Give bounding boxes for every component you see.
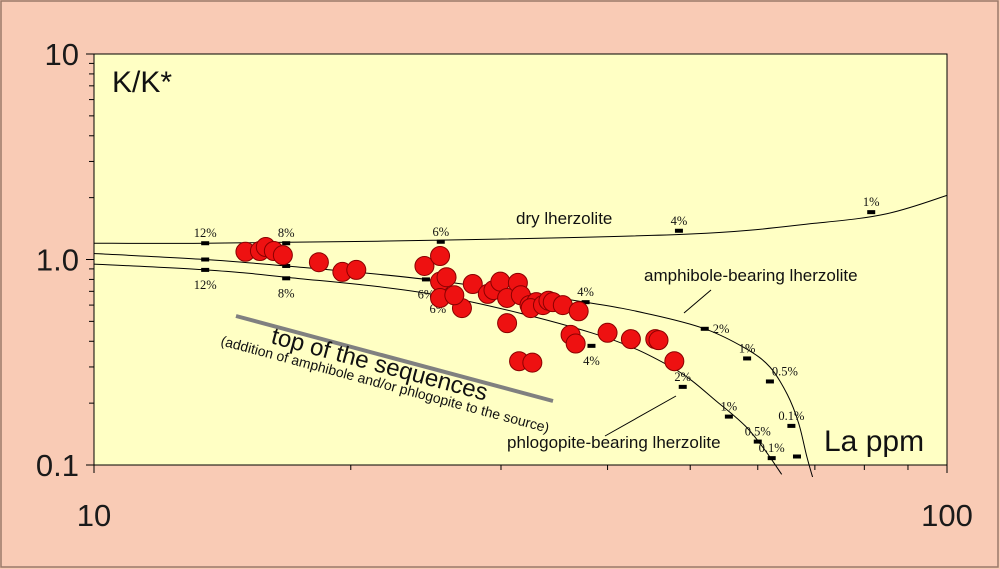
curve-marker — [587, 343, 596, 348]
plot-area — [93, 53, 948, 466]
data-point — [664, 351, 685, 372]
curve-marker — [787, 423, 796, 428]
curve-marker — [867, 210, 876, 215]
melt-fraction-label: 4% — [671, 214, 688, 228]
melt-fraction-label: 1% — [721, 400, 738, 414]
amphibole-lherzolite-label: amphibole-bearing lherzolite — [644, 266, 858, 285]
melt-fraction-label: 8% — [278, 226, 295, 240]
y-tick-label: 1.0 — [36, 243, 79, 278]
data-point — [597, 322, 618, 343]
dry-lherzolite-label: dry lherzolite — [516, 209, 612, 228]
data-point — [620, 329, 641, 350]
curve-marker — [678, 384, 687, 389]
melt-fraction-label: 4% — [577, 285, 594, 299]
data-point — [497, 313, 518, 334]
data-point — [430, 245, 451, 266]
curve-marker — [767, 456, 776, 461]
melt-fraction-label: 0.1% — [778, 409, 804, 423]
curve-marker — [765, 379, 774, 384]
trend-arrow-line — [235, 314, 554, 403]
melt-fraction-label: 0.5% — [745, 425, 771, 439]
curve-marker — [753, 439, 762, 444]
melt-fraction-label: 0.1% — [759, 441, 785, 455]
y-axis-title: K/K* — [112, 66, 172, 99]
melt-fraction-label: 2% — [713, 322, 730, 336]
y-tick-label: 10 — [45, 37, 79, 72]
data-point — [308, 252, 329, 273]
data-point — [522, 352, 543, 373]
data-point — [346, 259, 367, 280]
tick-labels: 10 1.0 0.1 10 100 — [36, 37, 973, 533]
y-tick-label: 0.1 — [36, 448, 79, 483]
curve-marker — [581, 300, 590, 305]
curve-phlogopite — [94, 263, 783, 475]
melt-fraction-label: 4% — [583, 354, 600, 368]
melt-fraction-label: 0.5% — [772, 364, 798, 378]
x-axis-title: La ppm — [824, 425, 924, 458]
curve-marker — [792, 454, 801, 459]
curve-marker — [743, 356, 752, 361]
melt-fraction-label: 8% — [278, 286, 295, 300]
melt-fraction-label: 6% — [432, 225, 449, 239]
curve-marker — [201, 257, 210, 262]
data-point — [648, 330, 669, 351]
data-point — [568, 301, 589, 322]
curve-marker — [282, 276, 291, 281]
data-point — [462, 273, 483, 294]
data-point — [272, 245, 293, 266]
amphibole-leader-line — [683, 289, 712, 314]
data-point — [414, 255, 435, 276]
data-points — [235, 237, 685, 373]
melt-fraction-label: 1% — [863, 195, 880, 209]
axis-ticks — [86, 53, 948, 473]
curve-marker — [282, 241, 291, 246]
curve-marker — [724, 414, 733, 419]
melt-fraction-label: 1% — [739, 341, 756, 355]
curve-marker — [201, 241, 210, 246]
melt-fraction-label: 2% — [674, 370, 691, 384]
curve-marker — [282, 263, 291, 268]
curve-markers: 12% 8% 6%4%1%6% 4%2%1%0.5%0.1%12%8%6%4%2%1%… — [194, 195, 880, 461]
curve-marker — [700, 326, 709, 331]
x-tick-label: 100 — [921, 498, 973, 533]
data-point — [444, 285, 465, 306]
melt-fraction-label: 12% — [194, 278, 217, 292]
data-point — [565, 333, 586, 354]
curve-marker — [421, 277, 430, 282]
curve-marker — [201, 267, 210, 272]
phlogopite-lherzolite-label: phlogopite-bearing lherzolite — [507, 433, 721, 452]
phlogopite-leader-line — [604, 395, 677, 437]
melt-fraction-label: 12% — [194, 226, 217, 240]
curve-marker — [674, 228, 683, 233]
curve-amphibole — [94, 253, 814, 477]
data-point — [436, 267, 457, 288]
x-tick-label: 10 — [77, 498, 111, 533]
curve-marker — [436, 239, 445, 244]
